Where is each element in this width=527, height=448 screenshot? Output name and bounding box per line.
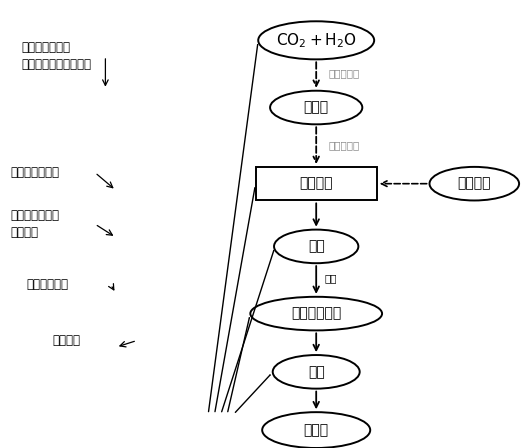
Text: 废弃物: 废弃物 [304, 423, 329, 437]
Text: 化学回收再利用
（解聚）: 化学回收再利用 （解聚） [11, 209, 60, 239]
FancyArrowPatch shape [236, 375, 270, 412]
Text: 化学回收再利用: 化学回收再利用 [11, 166, 60, 179]
Text: 生物分解塑料: 生物分解塑料 [291, 306, 341, 321]
FancyArrowPatch shape [228, 318, 249, 412]
Text: 化学物质: 化学物质 [299, 177, 333, 191]
Text: $\mathregular{CO_2+H_2O}$: $\mathregular{CO_2+H_2O}$ [276, 31, 357, 50]
Text: 生物质: 生物质 [304, 100, 329, 115]
Text: 重复使用: 重复使用 [53, 334, 81, 347]
FancyArrowPatch shape [222, 250, 274, 412]
Text: 提炼生物质: 提炼生物质 [329, 140, 360, 150]
Text: 产品: 产品 [308, 365, 325, 379]
Text: 聚合: 聚合 [324, 273, 337, 283]
Text: 石化资源: 石化资源 [457, 177, 491, 191]
Text: 单体: 单体 [308, 239, 325, 254]
Text: 生物回收再利用
热回收再利用（焚烧）: 生物回收再利用 热回收再利用（焚烧） [21, 41, 91, 71]
Text: 材料回收利用: 材料回收利用 [26, 278, 69, 291]
FancyArrowPatch shape [209, 45, 258, 412]
Text: 光合作用等: 光合作用等 [329, 69, 360, 78]
FancyArrowPatch shape [215, 188, 255, 412]
